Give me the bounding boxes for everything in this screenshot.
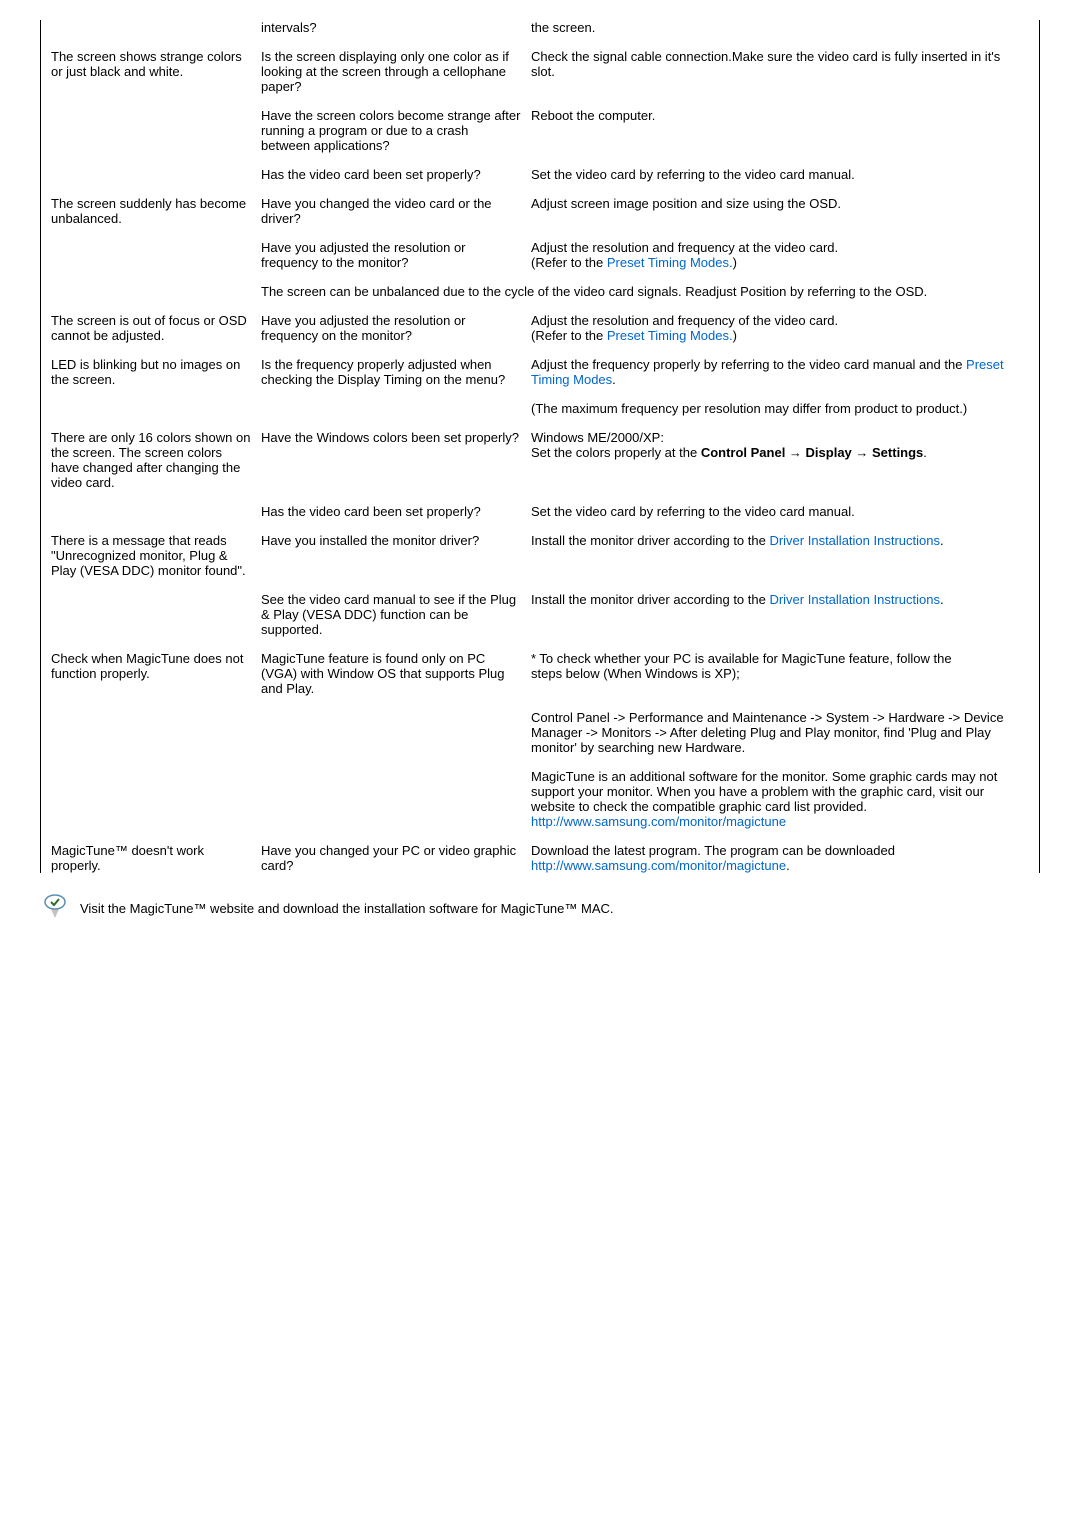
solution-cell: Install the monitor driver according to … (531, 533, 1029, 578)
solution-cell: Adjust the frequency properly by referri… (531, 357, 1029, 387)
table-row: The screen suddenly has become unbalance… (51, 196, 1029, 226)
cause-cell: Has the video card been set properly? (261, 167, 531, 182)
cause-cell: intervals? (261, 20, 531, 35)
problem-cell (51, 20, 261, 35)
check-icon (40, 893, 70, 923)
problem-cell (51, 504, 261, 519)
cause-cell: Have you installed the monitor driver? (261, 533, 531, 578)
solution-cell: the screen. (531, 20, 1029, 35)
cause-cell: Have you changed your PC or video graphi… (261, 843, 531, 873)
problem-cell: The screen is out of focus or OSD cannot… (51, 313, 261, 343)
table-row: Has the video card been set properly?Set… (51, 504, 1029, 519)
table-row: The screen shows strange colors or just … (51, 49, 1029, 94)
problem-cell: MagicTune™ doesn't work properly. (51, 843, 261, 873)
solution-cell: * To check whether your PC is available … (531, 651, 1029, 696)
cause-cell: MagicTune feature is found only on PC (V… (261, 651, 531, 696)
problem-cell (51, 401, 261, 416)
problem-cell: There are only 16 colors shown on the sc… (51, 430, 261, 490)
table-row: There is a message that reads "Unrecogni… (51, 533, 1029, 578)
footer-text: Visit the MagicTune™ website and downloa… (80, 901, 614, 916)
table-row: The screen can be unbalanced due to the … (51, 284, 1029, 299)
cause-cell (261, 769, 531, 829)
table-row: intervals?the screen. (51, 20, 1029, 35)
table-row: See the video card manual to see if the … (51, 592, 1029, 637)
table-row: Have the screen colors become strange af… (51, 108, 1029, 153)
problem-cell (51, 108, 261, 153)
problem-cell: LED is blinking but no images on the scr… (51, 357, 261, 387)
problem-cell: The screen suddenly has become unbalance… (51, 196, 261, 226)
table-row: There are only 16 colors shown on the sc… (51, 430, 1029, 490)
solution-cell: Install the monitor driver according to … (531, 592, 1029, 637)
solution-cell: Control Panel -> Performance and Mainten… (531, 710, 1029, 755)
solution-cell: Windows ME/2000/XP:Set the colors proper… (531, 430, 1029, 490)
solution-cell: Set the video card by referring to the v… (531, 167, 1029, 182)
solution-cell: Set the video card by referring to the v… (531, 504, 1029, 519)
problem-cell (51, 592, 261, 637)
table-row: Has the video card been set properly?Set… (51, 167, 1029, 182)
cause-cell: Is the frequency properly adjusted when … (261, 357, 531, 387)
solution-cell: Adjust screen image position and size us… (531, 196, 1029, 226)
table-row: MagicTune is an additional software for … (51, 769, 1029, 829)
solution-cell: MagicTune is an additional software for … (531, 769, 1029, 829)
table-row: (The maximum frequency per resolution ma… (51, 401, 1029, 416)
table-row: Check when MagicTune does not function p… (51, 651, 1029, 696)
solution-cell: Download the latest program. The program… (531, 843, 1029, 873)
cause-cell (261, 401, 531, 416)
table-row: LED is blinking but no images on the scr… (51, 357, 1029, 387)
cause-cell: See the video card manual to see if the … (261, 592, 531, 637)
troubleshoot-table: intervals?the screen. The screen shows st… (40, 20, 1040, 873)
problem-cell (51, 284, 261, 299)
table-row: MagicTune™ doesn't work properly.Have yo… (51, 843, 1029, 873)
problem-cell (51, 769, 261, 829)
solution-cell: Adjust the resolution and frequency of t… (531, 313, 1029, 343)
problem-cell: There is a message that reads "Unrecogni… (51, 533, 261, 578)
cause-cell: Is the screen displaying only one color … (261, 49, 531, 94)
solution-cell: Adjust the resolution and frequency at t… (531, 240, 1029, 270)
footer-note: Visit the MagicTune™ website and downloa… (40, 893, 1040, 923)
cause-cell: Have the screen colors become strange af… (261, 108, 531, 153)
full-span-cell: The screen can be unbalanced due to the … (261, 284, 1029, 299)
cause-cell: Have you adjusted the resolution or freq… (261, 240, 531, 270)
problem-cell: The screen shows strange colors or just … (51, 49, 261, 94)
cause-cell: Have you adjusted the resolution or freq… (261, 313, 531, 343)
solution-cell: (The maximum frequency per resolution ma… (531, 401, 1029, 416)
cause-cell: Have you changed the video card or the d… (261, 196, 531, 226)
table-row: Control Panel -> Performance and Mainten… (51, 710, 1029, 755)
cause-cell: Have the Windows colors been set properl… (261, 430, 531, 490)
problem-cell (51, 167, 261, 182)
cause-cell (261, 710, 531, 755)
problem-cell (51, 240, 261, 270)
problem-cell: Check when MagicTune does not function p… (51, 651, 261, 696)
problem-cell (51, 710, 261, 755)
solution-cell: Reboot the computer. (531, 108, 1029, 153)
solution-cell: Check the signal cable connection.Make s… (531, 49, 1029, 94)
table-row: Have you adjusted the resolution or freq… (51, 240, 1029, 270)
cause-cell: Has the video card been set properly? (261, 504, 531, 519)
table-row: The screen is out of focus or OSD cannot… (51, 313, 1029, 343)
